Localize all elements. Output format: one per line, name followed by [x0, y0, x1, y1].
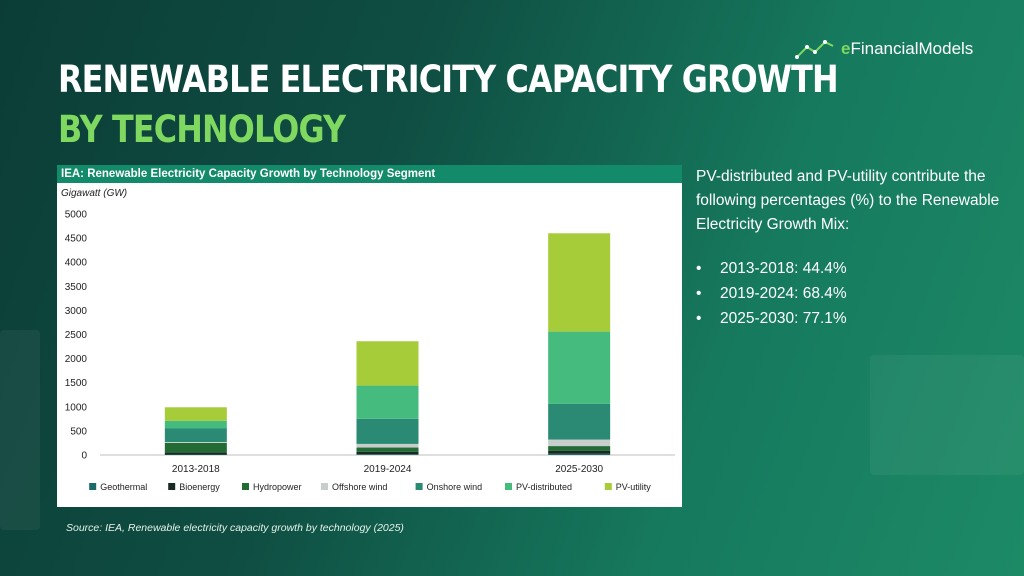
bar-segment: [548, 439, 611, 447]
legend-swatch: [242, 483, 249, 490]
summary-item: • 2019-2024: 68.4%: [696, 285, 847, 302]
logo-prefix: e: [841, 39, 851, 58]
y-tick-label: 4000: [65, 258, 88, 269]
chart-line-icon: [795, 40, 834, 59]
chart-header: IEA: Renewable Electricity Capacity Grow…: [57, 165, 682, 183]
bar-segment: [356, 454, 419, 455]
y-tick-label: 3000: [65, 306, 88, 317]
x-tick-label: 2019-2024: [364, 464, 412, 475]
y-axis-label: Gigawatt (GW): [61, 188, 127, 199]
bar-segment: [356, 418, 419, 444]
bar-segment: [164, 428, 227, 442]
y-tick-label: 1000: [65, 402, 88, 413]
page-title-line1: RENEWABLE ELECTRICITY CAPACITY GROWTH: [58, 58, 839, 101]
y-tick-label: 5000: [65, 210, 88, 221]
legend-swatch: [505, 483, 512, 490]
legend-swatch: [168, 483, 176, 490]
summary-item: • 2013-2018: 44.4%: [696, 260, 847, 277]
background-panel-right: [870, 355, 1024, 475]
bar-segment: [356, 451, 419, 455]
bar-segment: [164, 407, 227, 421]
legend-label: Hydropower: [253, 482, 302, 492]
bar-segment: [356, 341, 419, 386]
page-title-line2: BY TECHNOLOGY: [58, 108, 346, 151]
legend-swatch: [321, 483, 328, 490]
bar-segment: [548, 403, 611, 440]
y-tick-label: 3500: [65, 282, 88, 293]
y-tick-label: 4500: [65, 234, 88, 245]
bar-segment: [356, 447, 419, 452]
y-tick-label: 2500: [65, 330, 88, 341]
y-tick-label: 500: [70, 426, 87, 437]
summary-item: • 2025-2030: 77.1%: [696, 310, 847, 327]
bar-segment: [548, 233, 611, 332]
bar-segment: [548, 450, 611, 454]
bar-segment: [164, 441, 227, 443]
legend-label: PV-distributed: [516, 482, 572, 492]
summary-intro: PV-distributed and PV-utility contribute…: [696, 168, 1000, 233]
x-tick-label: 2013-2018: [172, 464, 220, 475]
bar-segment: [356, 385, 419, 419]
legend-swatch: [89, 483, 97, 490]
bar-segment: [164, 452, 227, 455]
legend-swatch: [415, 483, 423, 490]
bar-segment: [164, 420, 227, 429]
legend-swatch: [604, 483, 612, 490]
bar-segment: [356, 443, 419, 448]
summary-panel: PV-distributed and PV-utility contribute…: [696, 165, 1006, 332]
y-tick-label: 0: [81, 451, 87, 462]
stacked-bar-chart: Gigawatt (GW) 0 500 1000 1500 2000 2500 3000 350…: [61, 188, 675, 492]
bar-segment: [548, 446, 611, 451]
chart-panel: Gigawatt (GW) 0 500 1000 1500 2000 2500 3000 350…: [57, 165, 682, 507]
legend-label: Bioenergy: [179, 482, 220, 492]
x-tick-label: 2025-2030: [555, 464, 603, 475]
bar-segment: [164, 442, 227, 453]
source-note: Source: IEA, Renewable electricity capac…: [66, 522, 404, 534]
legend-label: Onshore wind: [427, 482, 483, 492]
legend-label: PV-utility: [616, 482, 652, 492]
brand-logo: eFinancialModels: [795, 38, 973, 60]
bar-segment: [548, 331, 611, 404]
logo-text: FinancialModels: [850, 39, 974, 58]
y-tick-label: 1500: [65, 378, 88, 389]
legend-label: Geothermal: [100, 482, 147, 492]
y-tick-label: 2000: [65, 354, 88, 365]
summary-list: • 2013-2018: 44.4% • 2019-2024: 68.4% • 202…: [696, 257, 1006, 331]
bar-segment: [548, 453, 611, 455]
legend-label: Offshore wind: [332, 482, 387, 492]
background-panel-left: [0, 330, 40, 530]
